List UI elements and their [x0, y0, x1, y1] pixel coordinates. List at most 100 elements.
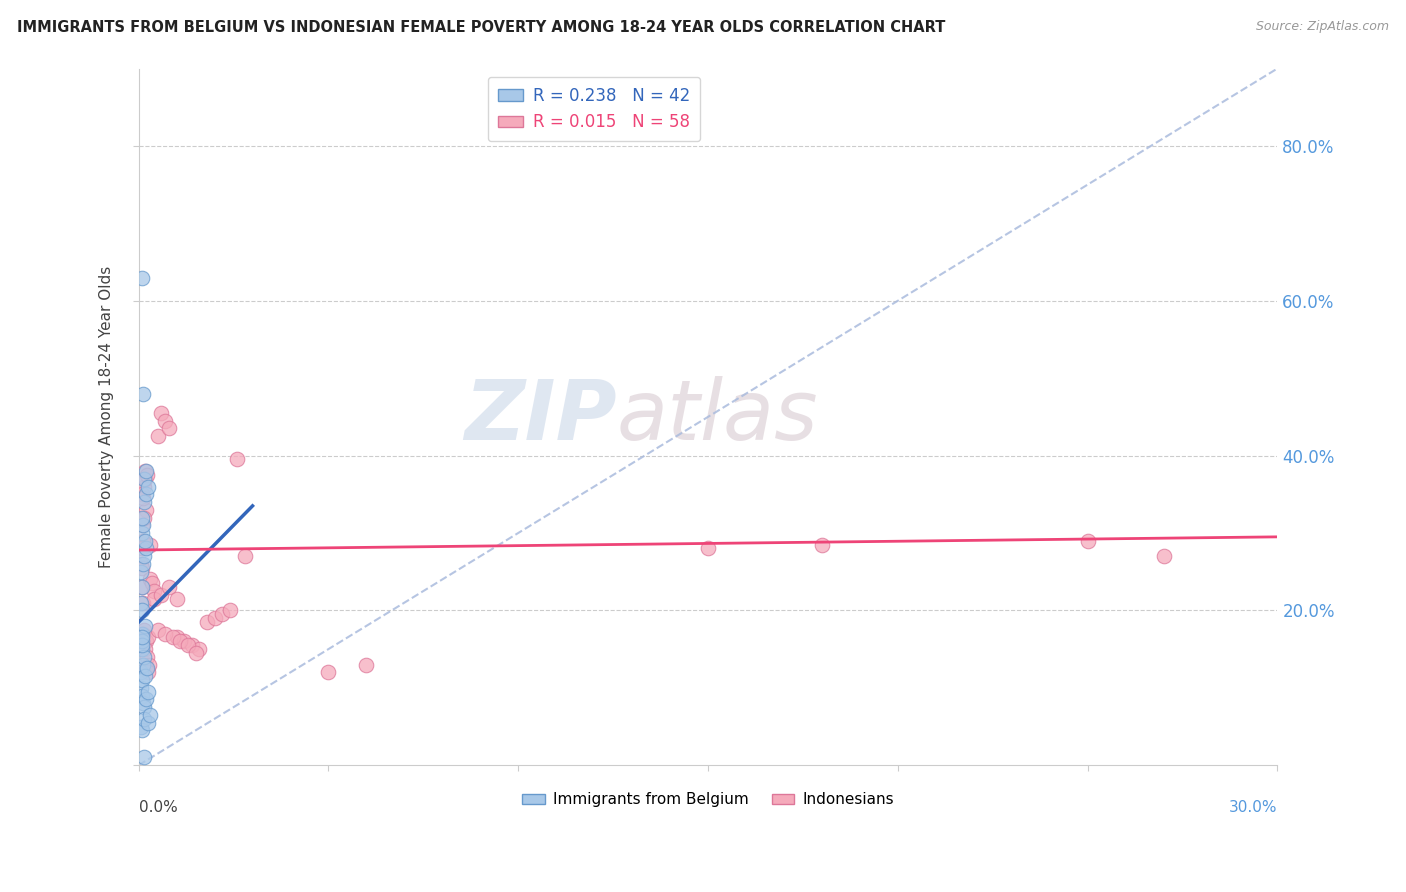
Point: [1153, 549, 1175, 564]
Point: [136, 479, 159, 493]
Point: [141, 576, 163, 591]
Point: [142, 584, 165, 599]
Point: [136, 661, 159, 675]
Point: [134, 472, 156, 486]
Point: [134, 549, 156, 564]
Point: [131, 518, 153, 533]
Point: [134, 533, 156, 548]
Point: [134, 712, 156, 726]
Point: [157, 421, 180, 435]
Point: [129, 565, 152, 579]
Point: [166, 631, 188, 645]
Point: [150, 406, 173, 420]
Point: [697, 541, 720, 556]
Point: [134, 464, 156, 478]
Point: [188, 642, 211, 657]
Point: [132, 491, 155, 505]
Point: [134, 472, 156, 486]
Point: [129, 557, 152, 571]
Point: [131, 723, 153, 738]
Point: [134, 495, 156, 509]
Point: [134, 623, 156, 637]
Point: [136, 467, 159, 482]
Point: [132, 696, 155, 710]
Point: [131, 634, 153, 648]
Point: [135, 634, 157, 648]
Point: [318, 665, 340, 680]
Point: [131, 642, 153, 657]
Point: [218, 603, 240, 617]
Point: [129, 665, 152, 680]
Point: [132, 657, 155, 672]
Point: [132, 518, 155, 533]
Point: [211, 607, 233, 622]
Point: [131, 631, 153, 645]
Point: [177, 638, 200, 652]
Point: [131, 526, 153, 541]
Y-axis label: Female Poverty Among 18-24 Year Olds: Female Poverty Among 18-24 Year Olds: [100, 266, 114, 568]
Point: [155, 626, 177, 640]
Point: [131, 626, 153, 640]
Text: ZIP: ZIP: [464, 376, 617, 458]
Point: [134, 700, 156, 714]
Point: [139, 707, 162, 722]
Text: atlas: atlas: [617, 376, 818, 458]
Point: [131, 580, 153, 594]
Point: [129, 719, 152, 733]
Point: [138, 657, 160, 672]
Point: [136, 715, 159, 730]
Text: Source: ZipAtlas.com: Source: ZipAtlas.com: [1256, 20, 1389, 33]
Point: [233, 549, 256, 564]
Legend: R = 0.238   N = 42, R = 0.015   N = 58: R = 0.238 N = 42, R = 0.015 N = 58: [488, 77, 700, 141]
Point: [136, 631, 159, 645]
Point: [146, 623, 169, 637]
Point: [131, 673, 153, 687]
Point: [356, 657, 378, 672]
Point: [131, 689, 153, 703]
Point: [131, 638, 153, 652]
Point: [131, 603, 153, 617]
Point: [134, 510, 156, 524]
Point: [135, 464, 157, 478]
Point: [134, 750, 156, 764]
Point: [129, 596, 152, 610]
Point: [135, 692, 157, 706]
Point: [169, 634, 191, 648]
Point: [204, 611, 226, 625]
Point: [132, 596, 155, 610]
Point: [136, 684, 159, 698]
Text: IMMIGRANTS FROM BELGIUM VS INDONESIAN FEMALE POVERTY AMONG 18-24 YEAR OLDS CORRE: IMMIGRANTS FROM BELGIUM VS INDONESIAN FE…: [17, 20, 945, 35]
Point: [135, 661, 157, 675]
Point: [811, 538, 834, 552]
Point: [135, 541, 157, 556]
Point: [157, 580, 180, 594]
Point: [139, 538, 162, 552]
Point: [162, 631, 184, 645]
Point: [131, 541, 153, 556]
Point: [131, 510, 153, 524]
Point: [131, 270, 153, 285]
Point: [132, 386, 155, 401]
Point: [135, 502, 157, 516]
Point: [139, 573, 162, 587]
Point: [131, 561, 153, 575]
Point: [226, 452, 249, 467]
Point: [134, 619, 156, 633]
Point: [134, 479, 156, 493]
Point: [131, 580, 153, 594]
Point: [135, 487, 157, 501]
Point: [131, 487, 153, 501]
Point: [134, 669, 156, 683]
Point: [132, 533, 155, 548]
Point: [184, 646, 207, 660]
Point: [134, 642, 156, 657]
Point: [150, 588, 173, 602]
Point: [155, 414, 177, 428]
Point: [136, 665, 159, 680]
Point: [173, 634, 195, 648]
Point: [166, 591, 188, 606]
Point: [142, 591, 165, 606]
Point: [136, 649, 159, 664]
Text: 0.0%: 0.0%: [139, 800, 177, 815]
Point: [134, 649, 156, 664]
